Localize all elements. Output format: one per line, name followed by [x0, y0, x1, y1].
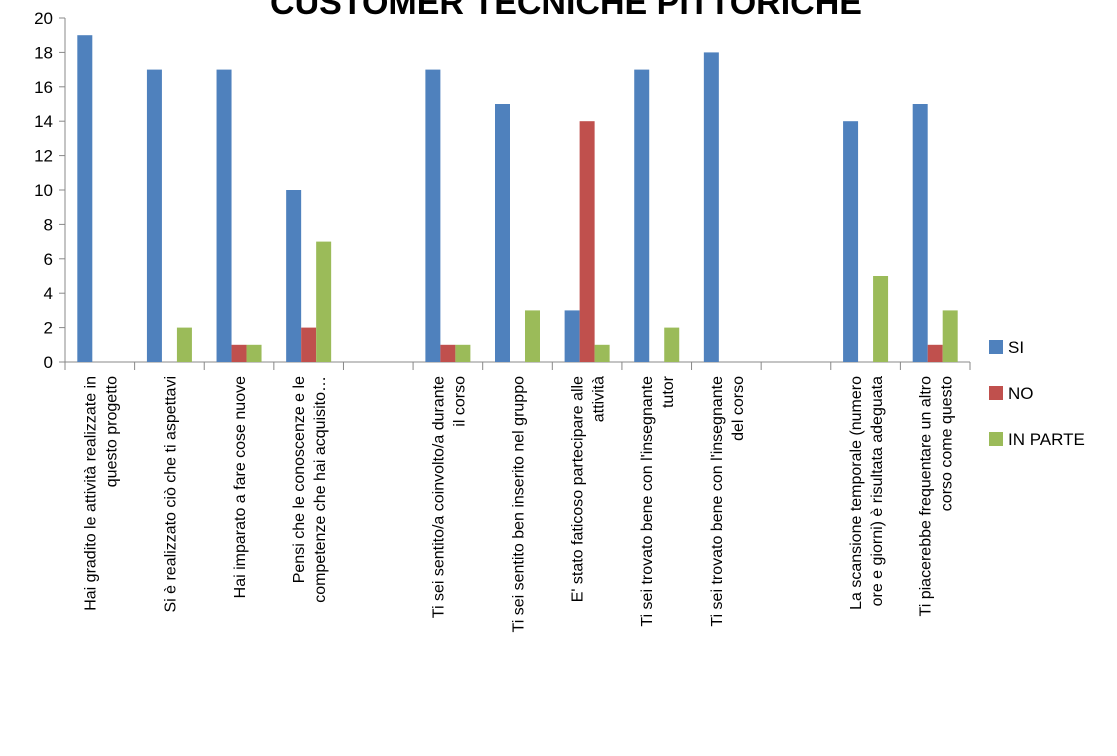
- category-label: corso come questo: [939, 376, 956, 511]
- bar-si: [216, 69, 232, 362]
- bar-no: [927, 344, 943, 362]
- axes: 0 2 4 6 8 10 12 14 16 18 20: [34, 9, 971, 372]
- bar-si: [564, 310, 580, 362]
- bar-in-parte: [525, 310, 540, 362]
- category-label: tutor: [660, 375, 677, 408]
- bar-in-parte: [594, 344, 610, 362]
- chart-title: CUSTOMER TECNICHE PITTORICHE: [270, 0, 862, 22]
- category-label: Hai imparato a fare cose nuove: [232, 376, 249, 598]
- y-tick-label: 18: [34, 43, 53, 62]
- legend-swatch: [989, 432, 1003, 446]
- category-label: E' stato faticoso partecipare alle: [570, 376, 587, 602]
- bar-in-parte: [873, 276, 889, 362]
- bar-si: [912, 104, 928, 362]
- y-tick-label: 20: [34, 9, 53, 28]
- legend-swatch: [989, 340, 1003, 354]
- bar-si: [703, 52, 719, 363]
- x-axis-labels: Hai gradito le attività realizzate in que…: [82, 375, 955, 632]
- category-label: Hai gradito le attività realizzate in: [82, 376, 99, 611]
- bar-in-parte: [664, 327, 680, 362]
- bar-si: [495, 104, 510, 362]
- bars: [77, 35, 958, 363]
- bar-in-parte: [942, 310, 958, 362]
- category-label: Ti sei trovato bene con l'insegnante: [639, 376, 656, 627]
- y-tick-label: 12: [34, 147, 53, 166]
- y-tick-label: 4: [44, 284, 53, 303]
- bar-in-parte: [455, 344, 471, 362]
- y-tick-label: 8: [44, 215, 53, 234]
- legend-label: IN PARTE: [1008, 430, 1085, 449]
- bar-in-parte: [246, 344, 262, 362]
- legend: SI NO IN PARTE: [989, 338, 1085, 449]
- category-label: attività: [591, 376, 608, 422]
- category-label: questo progetto: [103, 376, 120, 487]
- bar-si: [77, 35, 93, 362]
- bar-no: [301, 327, 317, 362]
- y-tick-label: 14: [34, 112, 53, 131]
- bar-si: [146, 69, 162, 362]
- category-label: Ti sei sentito ben inserito nel gruppo: [511, 376, 528, 633]
- y-tick-label: 2: [44, 319, 53, 338]
- bar-no: [231, 344, 247, 362]
- legend-label: NO: [1008, 384, 1034, 403]
- category-label: competenze che hai acquisito…: [312, 376, 329, 603]
- legend-swatch: [989, 386, 1003, 400]
- category-label: il corso: [451, 376, 468, 427]
- bar-no: [440, 344, 456, 362]
- category-label: Si è realizzato ciò che ti aspettavi: [162, 376, 179, 613]
- category-label: ore e giorni) è risultata adeguata: [869, 376, 886, 606]
- bar-si: [425, 69, 441, 362]
- category-label: Ti sei trovato bene con l'insegnante: [709, 376, 726, 627]
- bar-si: [634, 69, 650, 362]
- y-tick-label: 0: [44, 353, 53, 372]
- category-label: Pensi che le conoscenze e le: [291, 376, 308, 583]
- category-label: Ti sei sentito/a coinvolto/a durante: [430, 376, 447, 618]
- bar-in-parte: [316, 241, 332, 362]
- y-tick-label: 16: [34, 78, 53, 97]
- category-label: Ti piacerebbe frequentare un altro: [918, 376, 935, 617]
- category-label: La scansione temporale (numero: [848, 376, 865, 610]
- y-tick-label: 10: [34, 181, 53, 200]
- bar-no: [579, 121, 595, 362]
- bar-si: [286, 190, 302, 362]
- y-tick-label: 6: [44, 250, 53, 269]
- bar-in-parte: [176, 327, 192, 362]
- legend-label: SI: [1008, 338, 1024, 357]
- bar-si: [843, 121, 859, 362]
- category-label: del corso: [730, 376, 747, 441]
